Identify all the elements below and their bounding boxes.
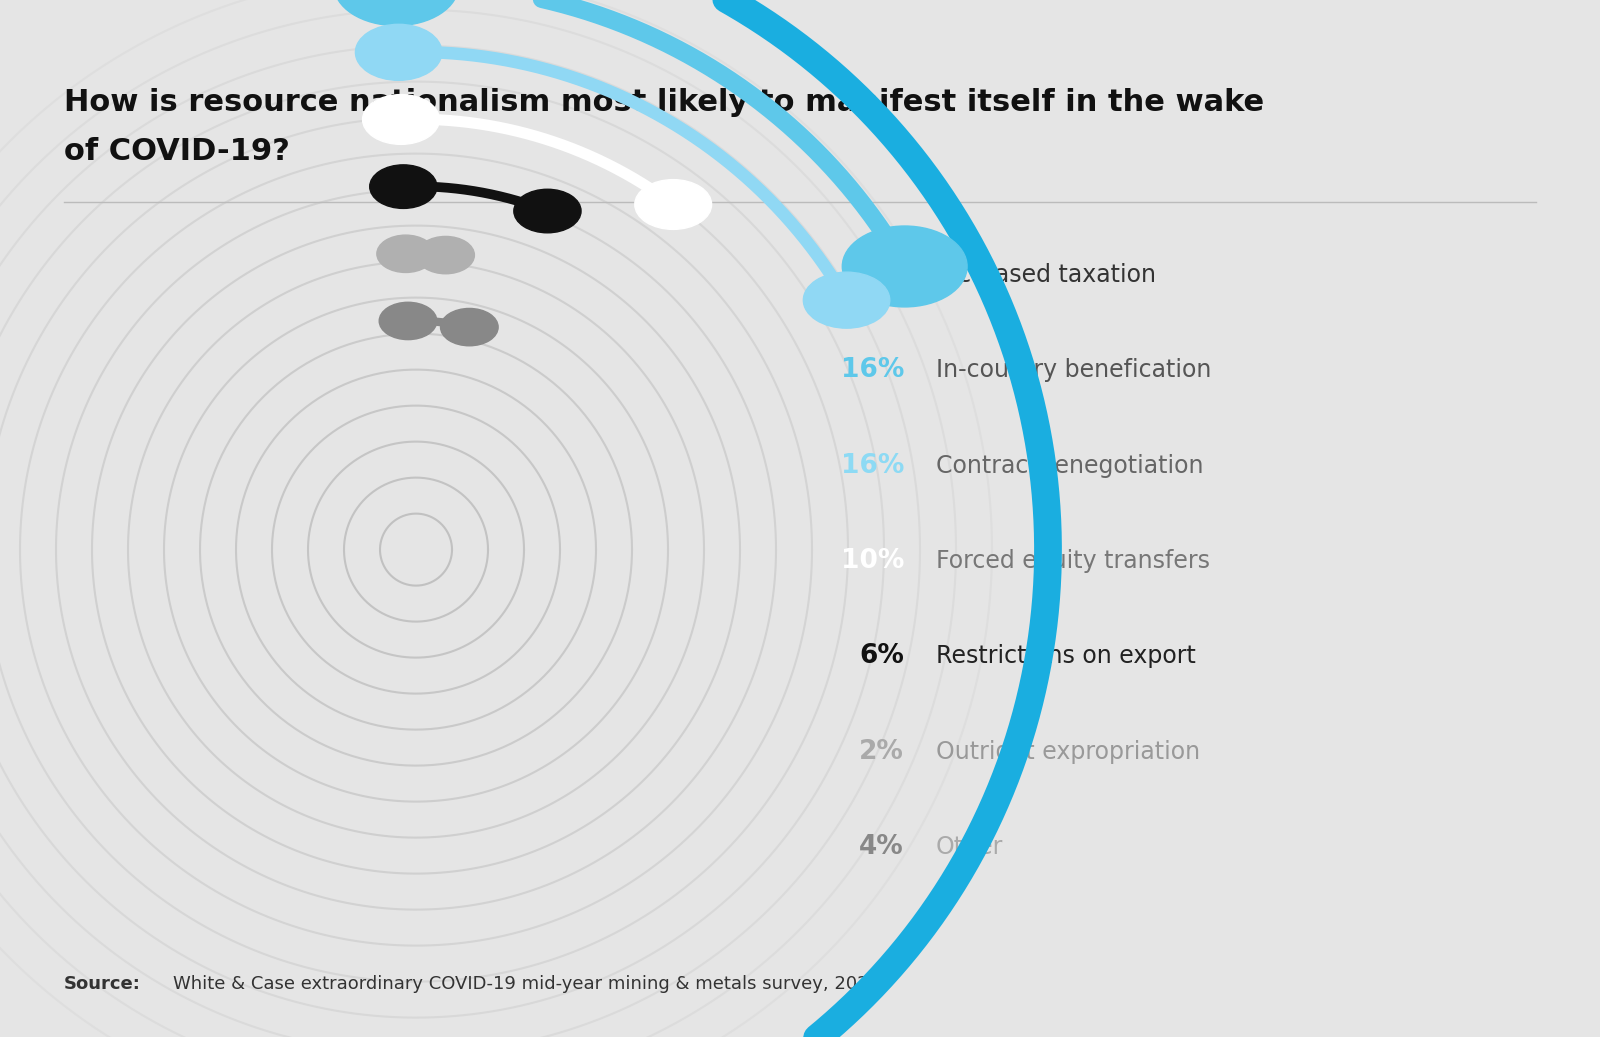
Text: 16%: 16%	[840, 357, 904, 384]
Text: How is resource nationalism most likely to manifest itself in the wake: How is resource nationalism most likely …	[64, 88, 1264, 117]
Circle shape	[416, 236, 474, 274]
Circle shape	[842, 226, 966, 307]
Text: of COVID-19?: of COVID-19?	[64, 137, 290, 166]
Text: 16%: 16%	[840, 452, 904, 479]
Circle shape	[378, 235, 435, 273]
Text: Other: Other	[936, 835, 1003, 860]
Circle shape	[363, 94, 440, 144]
Text: 2%: 2%	[859, 738, 904, 765]
Text: Contract renegotiation: Contract renegotiation	[936, 453, 1203, 478]
Text: Restrictions on export: Restrictions on export	[936, 644, 1195, 669]
Text: 46%: 46%	[842, 261, 904, 288]
Text: 6%: 6%	[859, 643, 904, 670]
Circle shape	[379, 302, 437, 339]
Text: Increased taxation: Increased taxation	[936, 262, 1155, 287]
Circle shape	[334, 0, 459, 26]
Circle shape	[635, 179, 712, 229]
Text: Source:: Source:	[64, 976, 141, 993]
Circle shape	[370, 165, 437, 208]
Text: In-country benefication: In-country benefication	[936, 358, 1211, 383]
Text: Outright expropriation: Outright expropriation	[936, 739, 1200, 764]
Text: 4%: 4%	[859, 834, 904, 861]
Circle shape	[514, 190, 581, 233]
Circle shape	[803, 272, 890, 328]
Circle shape	[355, 24, 442, 80]
Text: Forced equity transfers: Forced equity transfers	[936, 549, 1210, 573]
Text: 10%: 10%	[840, 548, 904, 574]
Circle shape	[440, 308, 498, 345]
Text: White & Case extraordinary COVID-19 mid-year mining & metals survey, 2020: White & Case extraordinary COVID-19 mid-…	[173, 976, 880, 993]
